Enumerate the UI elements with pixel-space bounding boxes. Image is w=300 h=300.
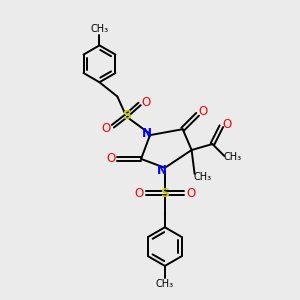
Text: O: O	[134, 187, 144, 200]
Text: S: S	[122, 109, 131, 122]
Text: CH₃: CH₃	[224, 152, 242, 162]
Text: O: O	[106, 152, 116, 165]
Text: O: O	[142, 96, 151, 109]
Text: N: N	[157, 164, 167, 177]
Text: CH₃: CH₃	[90, 24, 109, 34]
Text: CH₃: CH₃	[156, 279, 174, 289]
Text: S: S	[160, 187, 169, 200]
Text: CH₃: CH₃	[194, 172, 212, 182]
Text: O: O	[222, 118, 231, 131]
Text: O: O	[198, 106, 208, 118]
Text: O: O	[102, 122, 111, 134]
Text: O: O	[186, 187, 195, 200]
Text: N: N	[141, 127, 152, 140]
